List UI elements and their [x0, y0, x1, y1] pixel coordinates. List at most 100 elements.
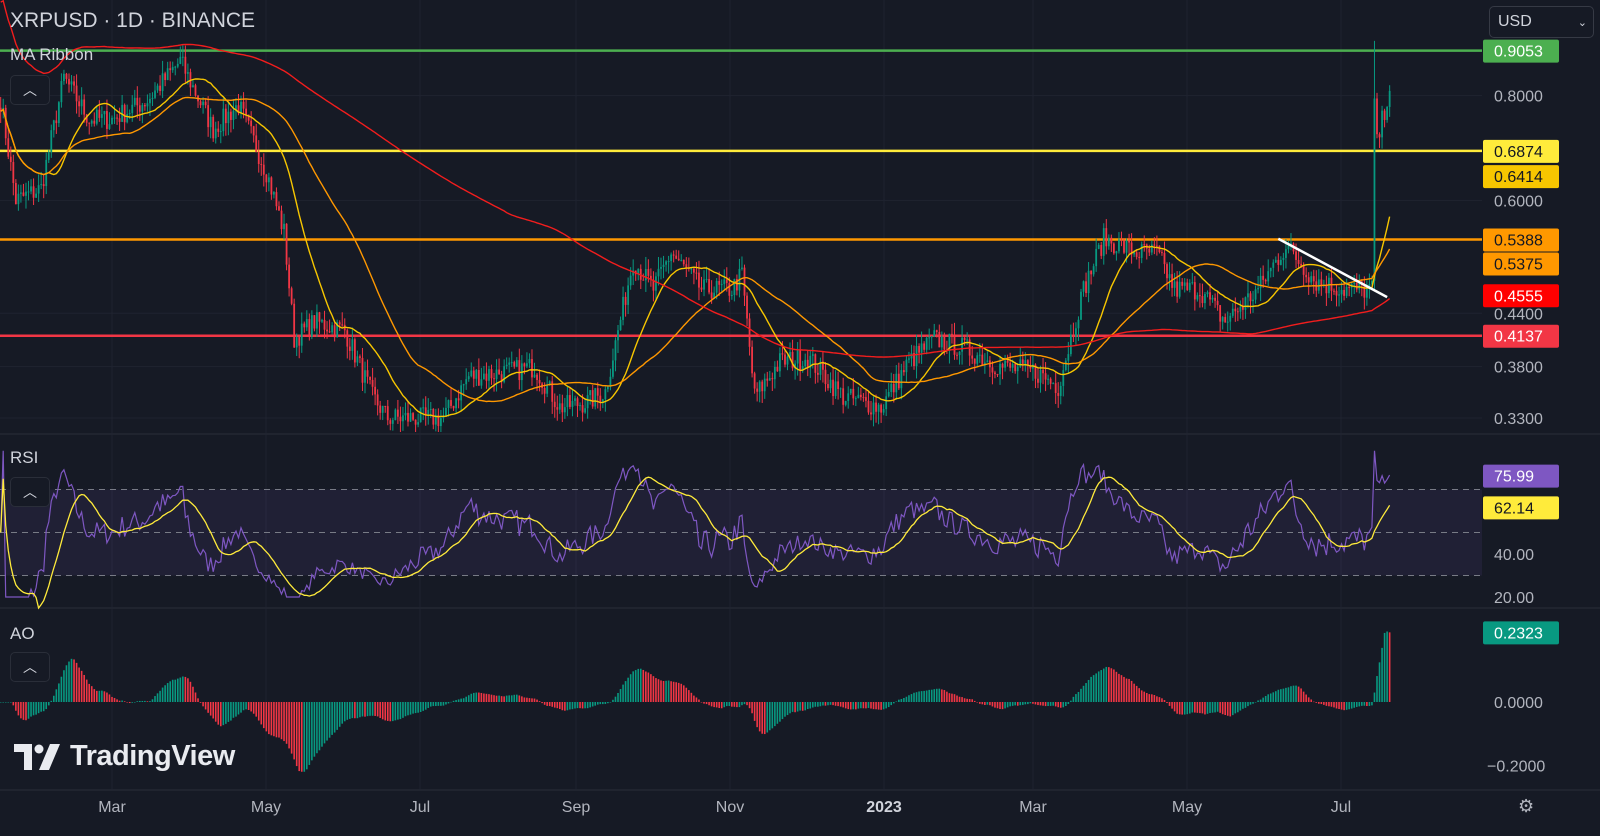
ao-bar	[285, 702, 288, 744]
candle-body	[303, 323, 306, 328]
ao-bar	[1252, 702, 1254, 704]
ao-bar	[559, 702, 561, 709]
rsi-tick-label: 20.00	[1494, 590, 1534, 607]
ao-bar	[976, 702, 979, 703]
ao-bar	[311, 702, 313, 761]
candle-body	[665, 261, 667, 265]
ao-bar	[1123, 676, 1125, 702]
ao-bar	[455, 700, 457, 702]
gear-icon[interactable]: ⚙	[1518, 796, 1535, 816]
ao-bar	[50, 700, 53, 702]
ao-bar	[164, 685, 166, 702]
candle-body	[806, 359, 809, 368]
ao-bar	[619, 689, 622, 702]
candle-body	[1100, 244, 1103, 256]
candle-body	[353, 339, 356, 363]
ao-bar	[786, 702, 789, 716]
candle-body	[212, 116, 215, 139]
candle-body	[1211, 297, 1214, 300]
collapse-ao-button[interactable]: ︿	[10, 652, 50, 682]
ao-bar	[450, 701, 452, 703]
collapse-main-button[interactable]: ︿	[10, 75, 50, 105]
candle-body	[424, 407, 427, 416]
ao-bar	[1052, 702, 1054, 706]
candle-body	[495, 369, 498, 380]
ao-bar	[607, 702, 609, 704]
candle-body	[20, 192, 22, 194]
ao-bar	[715, 702, 718, 708]
candle-body	[609, 376, 612, 387]
candle-body	[1191, 282, 1194, 284]
candle-body	[230, 111, 232, 120]
ao-bar	[718, 702, 720, 709]
candle-body	[265, 174, 268, 183]
ao-bar	[1211, 702, 1214, 713]
ao-bar	[255, 702, 258, 717]
ao-bar	[637, 668, 640, 702]
candle-body	[356, 356, 359, 363]
ao-bar	[923, 690, 925, 702]
price-tick-label: 0.4400	[1494, 306, 1543, 323]
candle-body	[1166, 264, 1168, 279]
ao-bar	[1363, 702, 1366, 706]
candle-body	[247, 114, 250, 121]
candle-body	[1317, 279, 1320, 291]
ao-bar	[399, 702, 402, 720]
candle-body	[1085, 281, 1087, 294]
candle-body	[1234, 308, 1237, 312]
collapse-rsi-button[interactable]: ︿	[10, 477, 50, 507]
candle-body	[1133, 252, 1136, 255]
candle-body	[768, 378, 771, 381]
ao-bar	[1032, 702, 1034, 704]
ao-bar	[1282, 688, 1285, 702]
candle-body	[847, 393, 850, 401]
candle-body	[579, 405, 581, 407]
ao-bar	[973, 700, 976, 702]
currency-dropdown[interactable]: USD ⌄	[1489, 6, 1594, 38]
candle-body	[928, 337, 931, 339]
candle-body	[958, 351, 961, 356]
candle-body	[533, 374, 536, 378]
ao-bar	[1171, 702, 1173, 709]
ao-bar	[1219, 702, 1221, 713]
candle-body	[490, 369, 493, 379]
candle-body	[543, 387, 546, 394]
ao-bar	[275, 702, 278, 738]
ao-bar	[1029, 702, 1032, 704]
candle-body	[1148, 248, 1151, 253]
ao-bar	[900, 698, 903, 702]
ao-bar	[237, 702, 240, 715]
candle-body	[880, 404, 883, 413]
ao-bar	[1049, 702, 1052, 706]
candle-body	[432, 408, 435, 425]
ao-bar	[1290, 686, 1292, 702]
candle-body	[1052, 383, 1055, 385]
candle-body	[161, 73, 164, 92]
candle-body	[321, 319, 323, 322]
candle-body	[472, 370, 475, 379]
ao-bar	[652, 676, 655, 702]
ao-bar	[313, 702, 316, 757]
ao-bar	[725, 702, 728, 707]
ao-bar	[1042, 702, 1044, 706]
ao-bar	[541, 702, 543, 704]
time-tick-label: May	[1172, 799, 1202, 816]
ao-bar	[402, 702, 404, 718]
ao-bar	[366, 702, 369, 717]
ao-bar	[17, 702, 20, 716]
candle-body	[943, 336, 946, 350]
candle-body	[571, 400, 574, 407]
ao-bar	[1312, 701, 1315, 703]
candle-body	[1219, 305, 1222, 322]
ao-bar	[227, 702, 230, 722]
candle-body	[14, 182, 17, 205]
ao-bar	[194, 692, 197, 702]
ao-bar	[536, 699, 538, 702]
candle-body	[748, 318, 751, 347]
candle-body	[1239, 306, 1242, 312]
ao-bar	[1257, 700, 1259, 702]
candle-body	[1376, 98, 1378, 135]
ao-bar	[1173, 702, 1176, 712]
candle-body	[131, 104, 134, 114]
